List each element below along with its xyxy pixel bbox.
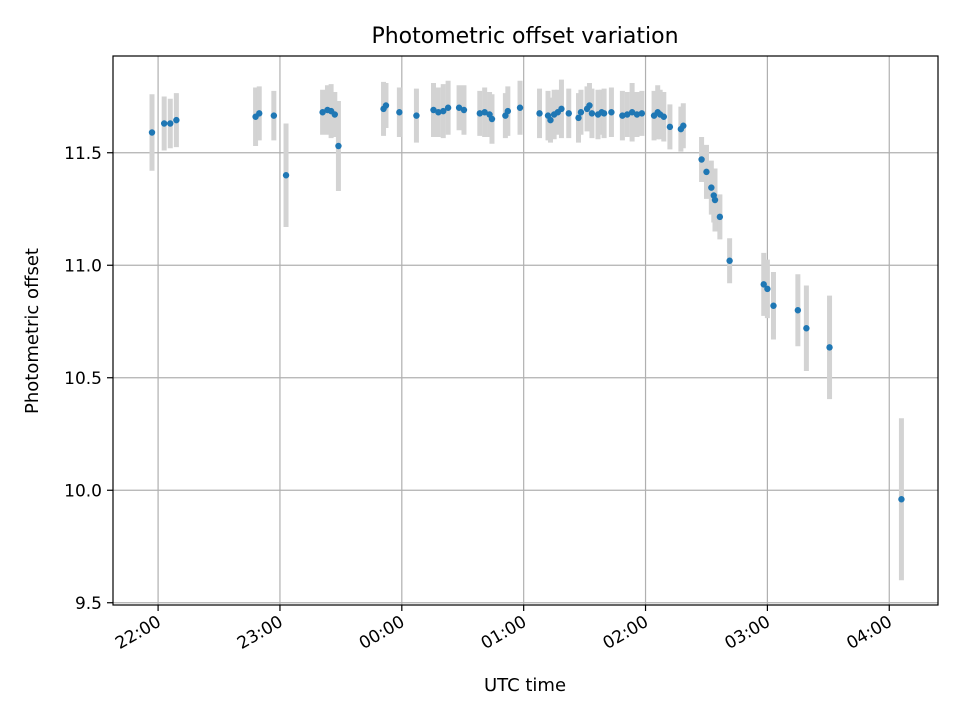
data-point (148, 129, 156, 136)
data-point (282, 172, 290, 179)
data-point (270, 112, 278, 119)
data-point (624, 111, 631, 118)
data-point (435, 109, 442, 116)
data-point (558, 105, 565, 113)
y-tick-label: 11.5 (64, 144, 102, 164)
data-point (319, 109, 326, 116)
data-point (619, 112, 626, 119)
data-point (764, 285, 771, 293)
data-point (666, 123, 674, 131)
data-point (898, 496, 905, 503)
data-point (660, 113, 668, 120)
data-point (481, 109, 488, 116)
data-point (476, 110, 484, 117)
data-point (413, 112, 420, 119)
y-tick-label: 11.0 (64, 256, 102, 276)
data-point (335, 142, 342, 150)
data-point (440, 107, 447, 115)
data-point (600, 110, 608, 117)
data-point (711, 196, 719, 204)
grid-lines (113, 56, 938, 605)
data-point (516, 104, 524, 111)
data-point (680, 122, 687, 129)
data-point (430, 106, 437, 114)
data-point (708, 184, 715, 191)
data-point (575, 114, 582, 122)
data-point (396, 109, 403, 116)
data-point (726, 257, 733, 264)
data-point (638, 110, 646, 117)
data-point (628, 109, 636, 116)
y-tick-label: 9.5 (75, 594, 102, 614)
data-point (588, 110, 596, 117)
chart-title: Photometric offset variation (371, 24, 678, 49)
data-point (703, 168, 710, 176)
data-point (586, 102, 593, 109)
data-point (770, 302, 777, 309)
y-axis-label: Photometric offset (22, 248, 43, 414)
plot-frame (112, 55, 939, 606)
data-point (173, 116, 180, 124)
data-point (382, 102, 390, 109)
data-point (716, 213, 724, 221)
data-point (608, 109, 615, 116)
y-tick-label: 10.0 (64, 481, 102, 501)
data-point (504, 107, 512, 115)
data-point (698, 156, 705, 163)
data-point (760, 281, 767, 288)
data-point (331, 111, 338, 118)
data-points (148, 102, 905, 503)
data-point (167, 120, 174, 127)
data-point (547, 116, 554, 124)
data-point (455, 104, 463, 111)
data-point (577, 109, 585, 116)
x-axis-label: UTC time (484, 675, 566, 696)
data-point (460, 106, 468, 114)
y-axis-ticks: 9.5 10.0 10.5 11.0 11.5 (64, 144, 113, 614)
data-point (444, 104, 452, 111)
data-point (160, 120, 168, 127)
data-point (803, 325, 810, 332)
data-point (565, 110, 572, 117)
data-point (826, 344, 833, 351)
data-point (536, 110, 543, 117)
data-point (633, 111, 641, 118)
data-point (256, 110, 263, 117)
data-point (794, 307, 802, 314)
y-tick-label: 10.5 (64, 369, 102, 389)
data-point (488, 115, 496, 123)
